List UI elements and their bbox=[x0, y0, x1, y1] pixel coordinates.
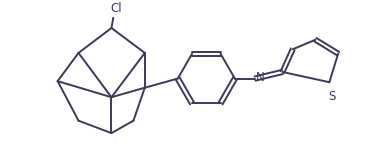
Text: Cl: Cl bbox=[110, 2, 122, 15]
Text: S: S bbox=[329, 90, 336, 103]
Text: N: N bbox=[256, 71, 265, 84]
